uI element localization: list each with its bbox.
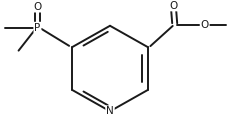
Text: N: N <box>106 106 114 116</box>
Text: O: O <box>169 1 177 11</box>
Text: O: O <box>200 20 209 30</box>
Text: O: O <box>33 2 42 12</box>
Text: P: P <box>34 23 40 33</box>
